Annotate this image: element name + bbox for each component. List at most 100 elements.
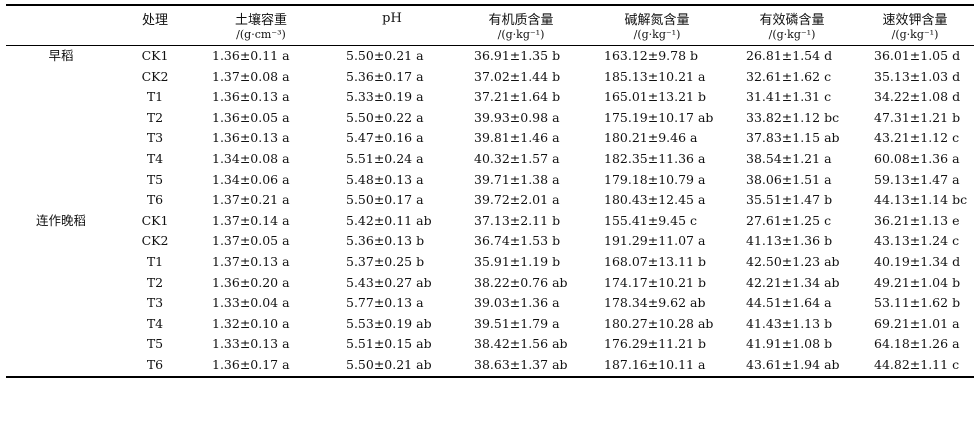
cell-organic-matter: 40.32±1.57 a [474,150,560,166]
cell-bulk-density: 1.36±0.13 a [212,130,290,146]
cell-season [6,67,116,88]
cell-treatment: CK2 [141,68,169,84]
cell-alkali-n: 185.13±10.21 a [604,68,706,84]
cell-treatment: CK1 [141,48,169,63]
cell-season [6,314,116,335]
cell-available-p: 41.13±1.36 b [746,233,833,249]
cell-ph: 5.50±0.22 a [346,109,424,125]
unit-available-k: /(g·kg⁻¹) [856,28,974,46]
cell-treatment: T2 [146,109,164,125]
cell-alkali-n: 163.12±9.78 b [604,48,699,63]
cell-bulk-density: 1.36±0.11 a [212,48,290,63]
cell-available-p: 37.83±1.15 ab [746,130,840,146]
cell-ph: 5.36±0.13 b [346,233,425,249]
table-row: CK2 1.37±0.08 a 5.36±0.17 a 37.02±1.44 b 185… [6,67,974,88]
cell-organic-matter: 35.91±1.19 b [474,253,561,269]
cell-season [6,273,116,294]
cell-available-p: 38.54±1.21 a [746,150,832,166]
cell-alkali-n: 179.18±10.79 a [604,171,706,187]
cell-available-k: 36.01±1.05 d [874,48,961,63]
cell-organic-matter: 36.91±1.35 b [474,48,561,63]
cell-available-p: 42.21±1.34 ab [746,274,840,290]
cell-ph: 5.77±0.13 a [346,295,424,311]
cell-available-p: 27.61±1.25 c [746,212,832,228]
table-row: T6 1.37±0.21 a 5.50±0.17 a 39.72±2.01 a 180.… [6,190,974,211]
cell-available-k: 69.21±1.01 a [874,315,960,331]
cell-available-p: 33.82±1.12 bc [746,109,840,125]
cell-bulk-density: 1.37±0.05 a [212,233,290,249]
cell-available-k: 59.13±1.47 a [874,171,960,187]
cell-ph: 5.48±0.13 a [346,171,424,187]
cell-available-p: 43.61±1.94 ab [728,354,856,378]
header-ph: pH [328,4,456,28]
table-body: 早稻 CK1 1.36±0.11 a 5.50±0.21 a 36.91±1.35 b 1… [6,46,974,378]
cell-available-p: 38.06±1.51 a [746,171,832,187]
cell-ph: 5.51±0.15 ab [346,336,432,352]
cell-treatment: T6 [146,192,164,208]
cell-ph: 5.51±0.24 a [346,150,424,166]
cell-bulk-density: 1.34±0.06 a [212,171,290,187]
table-row: T4 1.32±0.10 a 5.53±0.19 ab 39.51±1.79 a 180… [6,314,974,335]
table-row: T2 1.36±0.20 a 5.43±0.27 ab 38.22±0.76 ab 17… [6,273,974,294]
cell-available-k: 43.13±1.24 c [874,233,960,249]
cell-alkali-n: 155.41±9.45 c [604,212,698,228]
header-treatment: 处理 [116,4,194,28]
cell-bulk-density: 1.37±0.14 a [212,212,290,228]
cell-bulk-density: 1.34±0.08 a [212,150,290,166]
cell-ph: 5.43±0.27 ab [346,274,432,290]
cell-organic-matter: 39.51±1.79 a [474,315,560,331]
cell-available-k: 36.21±1.13 e [874,212,960,228]
header-alkali-n: 碱解氮含量 [586,4,728,28]
cell-alkali-n: 180.21±9.46 a [604,130,698,146]
soil-properties-table: 处理 土壤容重 pH 有机质含量 碱解氮含量 有效磷含量 速效钾含量 /(g·c… [6,4,974,378]
cell-organic-matter: 39.03±1.36 a [474,295,560,311]
table-row: T3 1.36±0.13 a 5.47±0.16 a 39.81±1.46 a 180.… [6,128,974,149]
cell-season [6,190,116,211]
cell-available-p: 32.61±1.62 c [746,68,832,84]
cell-available-k: 44.82±1.11 c [856,354,974,378]
table-row: 早稻 CK1 1.36±0.11 a 5.50±0.21 a 36.91±1.35 b 1… [6,46,974,67]
cell-ph: 5.50±0.21 ab [328,354,456,378]
cell-available-p: 44.51±1.64 a [746,295,832,311]
cell-treatment: T1 [146,89,164,105]
cell-bulk-density: 1.36±0.05 a [212,109,290,125]
cell-treatment: T5 [146,336,164,352]
cell-alkali-n: 180.27±10.28 ab [604,315,714,331]
cell-available-k: 35.13±1.03 d [874,68,961,84]
cell-available-p: 41.91±1.08 b [746,336,833,352]
cell-treatment: T3 [146,130,164,146]
table-row: T2 1.36±0.05 a 5.50±0.22 a 39.93±0.98 a 175.… [6,108,974,129]
cell-treatment: T4 [146,150,164,166]
cell-season [6,354,116,378]
cell-season [6,87,116,108]
table-row: CK2 1.37±0.05 a 5.36±0.13 b 36.74±1.53 b 191… [6,231,974,252]
cell-alkali-n: 187.16±10.11 a [586,354,728,378]
cell-ph: 5.50±0.17 a [346,192,424,208]
cell-treatment: CK2 [141,233,169,249]
cell-bulk-density: 1.36±0.13 a [212,89,290,105]
header-organic-matter: 有机质含量 [456,4,586,28]
cell-ph: 5.37±0.25 b [346,253,425,269]
cell-season: 早稻 [48,48,74,63]
cell-season [6,252,116,273]
cell-available-p: 42.50±1.23 ab [746,253,840,269]
cell-treatment: CK1 [141,212,169,228]
cell-organic-matter: 37.02±1.44 b [474,68,561,84]
cell-organic-matter: 39.93±0.98 a [474,109,560,125]
table-row: T1 1.36±0.13 a 5.33±0.19 a 37.21±1.64 b 165.… [6,87,974,108]
cell-season [6,170,116,191]
cell-available-p: 31.41±1.31 c [746,89,832,105]
unit-available-p: /(g·kg⁻¹) [728,28,856,46]
header-season-unit [6,28,116,46]
cell-available-k: 49.21±1.04 b [874,274,961,290]
cell-available-k: 44.13±1.14 bc [874,192,968,208]
cell-treatment: T4 [146,315,164,331]
cell-alkali-n: 168.07±13.11 b [604,253,706,269]
cell-organic-matter: 39.81±1.46 a [474,130,560,146]
table-row: T5 1.33±0.13 a 5.51±0.15 ab 38.42±1.56 ab 17… [6,334,974,355]
header-season [6,4,116,28]
cell-organic-matter: 39.71±1.38 a [474,171,560,187]
cell-season [6,149,116,170]
cell-alkali-n: 182.35±11.36 a [604,150,706,166]
unit-ph [328,28,456,46]
